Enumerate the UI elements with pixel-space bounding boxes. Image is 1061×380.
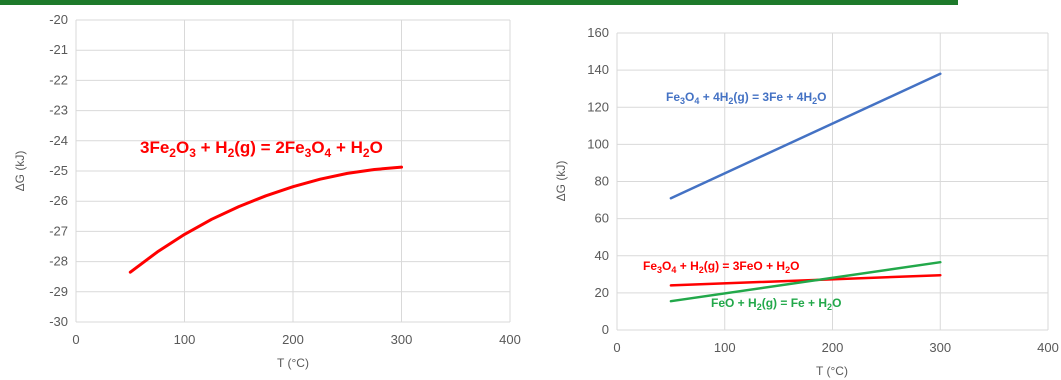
left-chart-x-tick-label: 100 — [174, 332, 196, 347]
right-chart-red-series-line — [669, 273, 942, 287]
right-chart-x-tick-label: 200 — [822, 340, 844, 355]
left-chart-x-tick-label: 200 — [282, 332, 304, 347]
left-chart-red-series-line — [128, 165, 403, 274]
right-chart-green-series-line — [669, 260, 942, 303]
left-chart-y-tick-label: -27 — [49, 223, 68, 238]
right-chart-y-tick-label: 60 — [595, 211, 609, 226]
left-chart-y-axis-title: ΔG (kJ) — [13, 151, 27, 192]
top-rule — [0, 0, 958, 5]
left-chart-y-tick-label: -20 — [49, 12, 68, 27]
left-chart-x-tick-label: 400 — [499, 332, 521, 347]
left-chart-y-tick-label: -22 — [49, 72, 68, 87]
left-chart-y-tick-label: -28 — [49, 254, 68, 269]
right-chart-x-tick-label: 100 — [714, 340, 736, 355]
right-chart-y-tick-label: 40 — [595, 248, 609, 263]
left-chart-x-axis-title: T (°C) — [277, 356, 309, 370]
right-chart-x-tick-label: 300 — [929, 340, 951, 355]
left-chart-y-tick-label: -23 — [49, 103, 68, 118]
right-chart-y-axis-title: ΔG (kJ) — [554, 161, 568, 202]
left-chart-y-tick-label: -30 — [49, 314, 68, 329]
right-chart-y-tick-label: 80 — [595, 174, 609, 189]
red-equation-label: Fe3O4 + H2(g) = 3FeO + H2O — [643, 259, 799, 275]
right-chart-y-tick-label: 140 — [587, 62, 609, 77]
blue-equation-label: Fe3O4 + 4H2(g) = 3Fe + 4H2O — [666, 90, 826, 106]
right-chart-y-tick-label: 120 — [587, 99, 609, 114]
right-chart-blue-series-line — [669, 72, 942, 200]
left-chart-y-tick-label: -25 — [49, 163, 68, 178]
left-chart-y-tick-label: -24 — [49, 133, 68, 148]
right-chart-y-tick-label: 160 — [587, 25, 609, 40]
green-equation-label: FeO + H2(g) = Fe + H2O — [711, 296, 841, 312]
right-chart-y-tick-label: 100 — [587, 136, 609, 151]
right-chart-x-axis-title: T (°C) — [816, 364, 848, 378]
right-chart-y-tick-label: 0 — [602, 322, 609, 337]
left-chart-y-tick-label: -21 — [49, 42, 68, 57]
left-chart-y-tick-label: -26 — [49, 193, 68, 208]
left-chart-x-tick-label: 300 — [391, 332, 413, 347]
left-equation-label: 3Fe2O3 + H2(g) = 2Fe3O4 + H2O — [140, 138, 383, 160]
right-chart-x-tick-label: 0 — [613, 340, 620, 355]
left-chart-x-tick-label: 0 — [72, 332, 79, 347]
right-chart-x-tick-label: 400 — [1037, 340, 1059, 355]
left-chart-y-tick-label: -29 — [49, 284, 68, 299]
right-chart-y-tick-label: 20 — [595, 285, 609, 300]
